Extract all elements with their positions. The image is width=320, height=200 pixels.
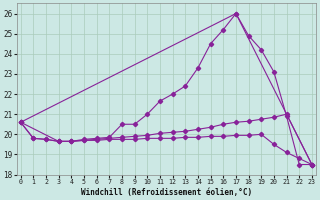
X-axis label: Windchill (Refroidissement éolien,°C): Windchill (Refroidissement éolien,°C) xyxy=(81,188,252,197)
